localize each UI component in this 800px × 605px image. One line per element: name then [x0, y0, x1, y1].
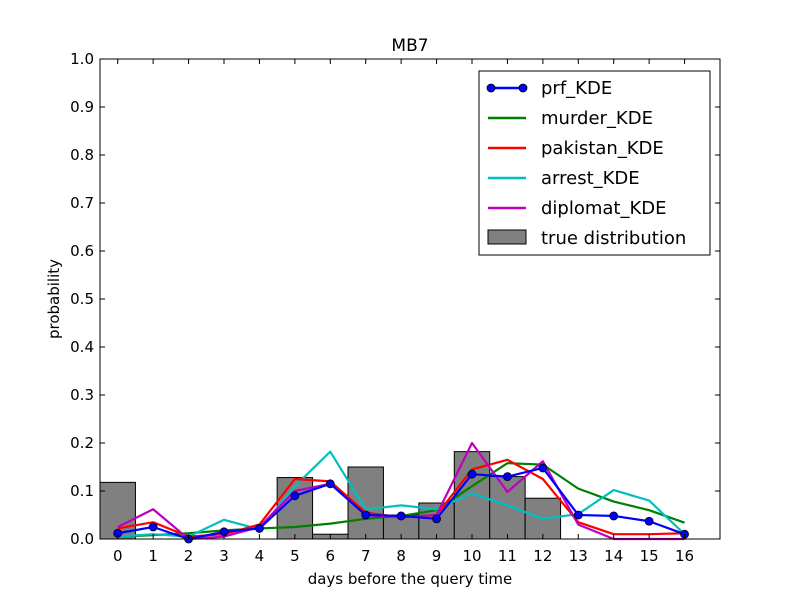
point-prf-kde	[573, 510, 583, 520]
y-tick-label: 0.2	[70, 434, 94, 452]
x-tick-label: 2	[184, 547, 194, 565]
x-tick-label: 16	[675, 547, 694, 565]
y-tick-label: 0.0	[70, 530, 94, 548]
legend-box	[478, 70, 711, 256]
x-tick-label: 8	[396, 547, 406, 565]
x-tick-label: 15	[640, 547, 659, 565]
legend-label-pakistan-kde: pakistan_KDE	[541, 138, 664, 159]
lines-layer	[113, 441, 689, 544]
y-tick-label: 0.5	[70, 290, 94, 308]
point-prf-kde	[290, 491, 300, 501]
legend-swatch-true-distribution	[487, 229, 527, 245]
point-prf-kde	[255, 524, 264, 533]
point-prf-kde	[467, 469, 477, 479]
x-tick-label: 11	[498, 547, 517, 565]
y-tick-label: 0.4	[70, 338, 94, 356]
y-tick-label: 0.8	[70, 146, 94, 164]
y-tick-label: 0.7	[70, 194, 94, 212]
x-tick-label: 12	[533, 547, 552, 565]
x-tick-label: 1	[148, 547, 158, 565]
x-tick-label: 5	[290, 547, 300, 565]
y-axis-label: probability	[45, 259, 63, 339]
point-prf-kde	[503, 472, 512, 482]
y-tick-label: 0.1	[70, 482, 94, 500]
x-tick-label: 9	[432, 547, 442, 565]
legend-marker-prf-kde	[486, 83, 496, 93]
y-tick-label: 0.3	[70, 386, 94, 404]
x-tick-label: 6	[326, 547, 336, 565]
legend-label-arrest-kde: arrest_KDE	[541, 168, 640, 189]
x-tick-label: 4	[255, 547, 265, 565]
point-prf-kde	[609, 511, 619, 521]
legend-label-true-distribution: true distribution	[541, 228, 686, 249]
point-prf-kde	[396, 511, 406, 521]
legend-marker-prf-kde	[518, 83, 528, 93]
x-tick-label: 13	[569, 547, 588, 565]
x-tick-label: 14	[604, 547, 623, 565]
ticks-layer: 0 1 2 3 4 5 6 7 8 9 10 11 12 13 14 15 160.00.10.20.30.40…	[70, 50, 720, 565]
point-prf-kde	[538, 463, 548, 473]
x-tick-label: 0	[113, 547, 123, 565]
bar-true-distribution	[489, 476, 526, 540]
y-tick-label: 0.6	[70, 242, 94, 260]
y-tick-label: 0.9	[70, 98, 94, 116]
legend: prf_KDE murder_KDE pakistan_KDE arrest_KDEd…	[478, 70, 711, 256]
x-tick-label: 3	[219, 547, 229, 565]
chart-title: MB7	[391, 36, 428, 56]
x-axis-label: days before the query time	[308, 570, 513, 588]
point-prf-kde	[148, 522, 158, 532]
series-line-arrest-kde	[117, 450, 686, 538]
legend-label-diplomat-kde: diplomat_KDE	[541, 198, 667, 219]
legend-label-murder-kde: murder_KDE	[541, 108, 653, 129]
point-prf-kde	[361, 510, 371, 520]
x-tick-label: 7	[361, 547, 371, 565]
point-prf-kde	[432, 514, 441, 524]
point-prf-kde	[644, 516, 654, 526]
legend-label-prf-kde: prf_KDE	[541, 78, 612, 99]
x-tick-label: 10	[462, 547, 481, 565]
point-prf-kde	[325, 479, 335, 489]
y-tick-label: 1.0	[70, 50, 94, 68]
